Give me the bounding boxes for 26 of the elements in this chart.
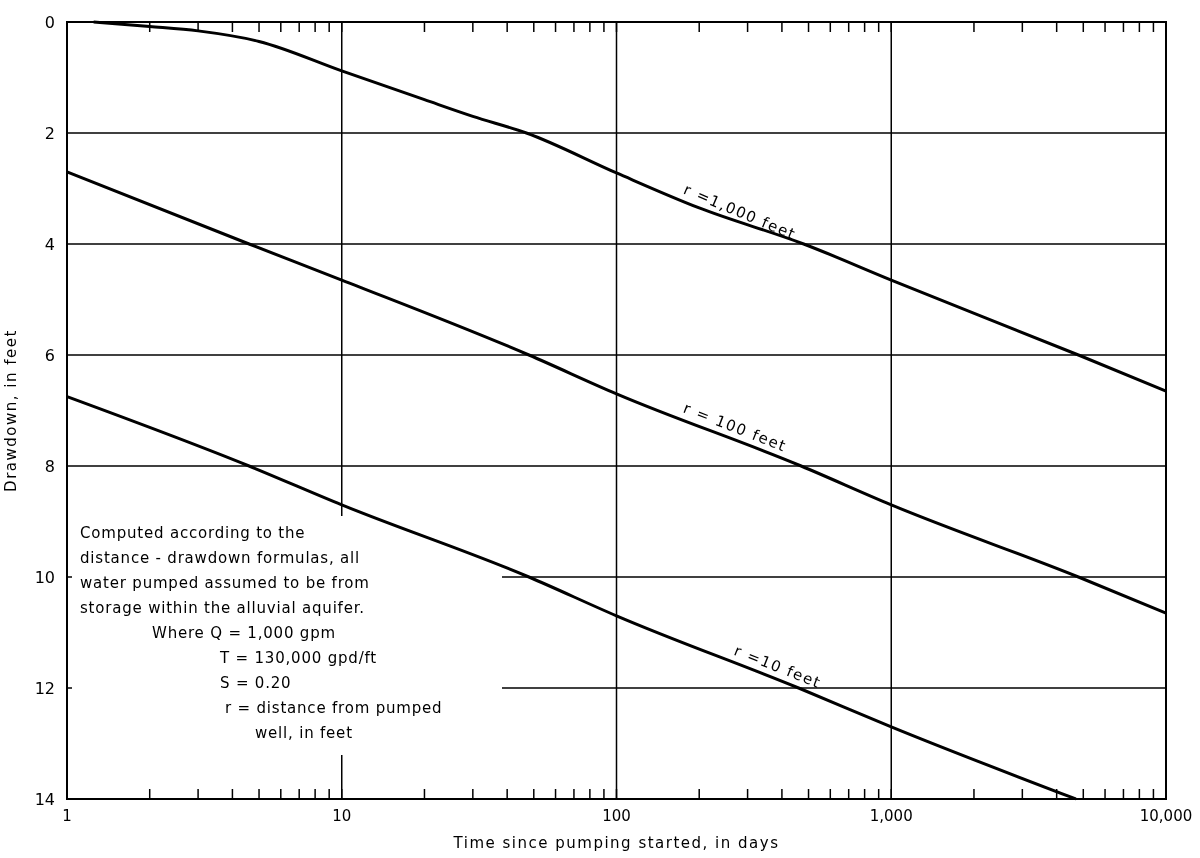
annotation: distance - drawdown formulas, all [80, 549, 361, 567]
x-tick-label: 100 [602, 807, 631, 825]
annotation: well, in feet [255, 724, 353, 742]
y-tick-label: 12 [34, 679, 55, 698]
y-axis-title: Drawdown, in feet [2, 329, 20, 492]
y-tick-label: 0 [44, 13, 55, 32]
y-tick-label: 14 [34, 790, 55, 809]
x-tick-label: 10 [332, 807, 352, 825]
annotation: Where Q = 1,000 gpm [152, 624, 336, 642]
y-tick-label: 6 [44, 346, 55, 365]
x-axis-title: Time since pumping started, in days [452, 834, 780, 852]
x-tick-label: 1 [62, 807, 72, 825]
text: r =10 feet [731, 641, 824, 693]
text: r = 100 feet [680, 399, 790, 456]
y-tick-label: 2 [44, 124, 55, 143]
y-tick-label: 10 [34, 568, 55, 587]
x-tick-label: 1,000 [869, 807, 913, 825]
annotation: water pumped assumed to be from [80, 574, 370, 592]
annotation: T = 130,000 gpd/ft [219, 649, 377, 667]
annotation: Computed according to the [80, 524, 306, 542]
annotation: storage within the alluvial aquifer. [80, 599, 365, 617]
annotation: S = 0.20 [220, 674, 292, 692]
x-tick-label: 10,000 [1139, 807, 1193, 825]
annotation: r = distance from pumped [225, 699, 443, 717]
y-tick-label: 8 [44, 457, 55, 476]
y-tick-label: 4 [44, 235, 55, 254]
